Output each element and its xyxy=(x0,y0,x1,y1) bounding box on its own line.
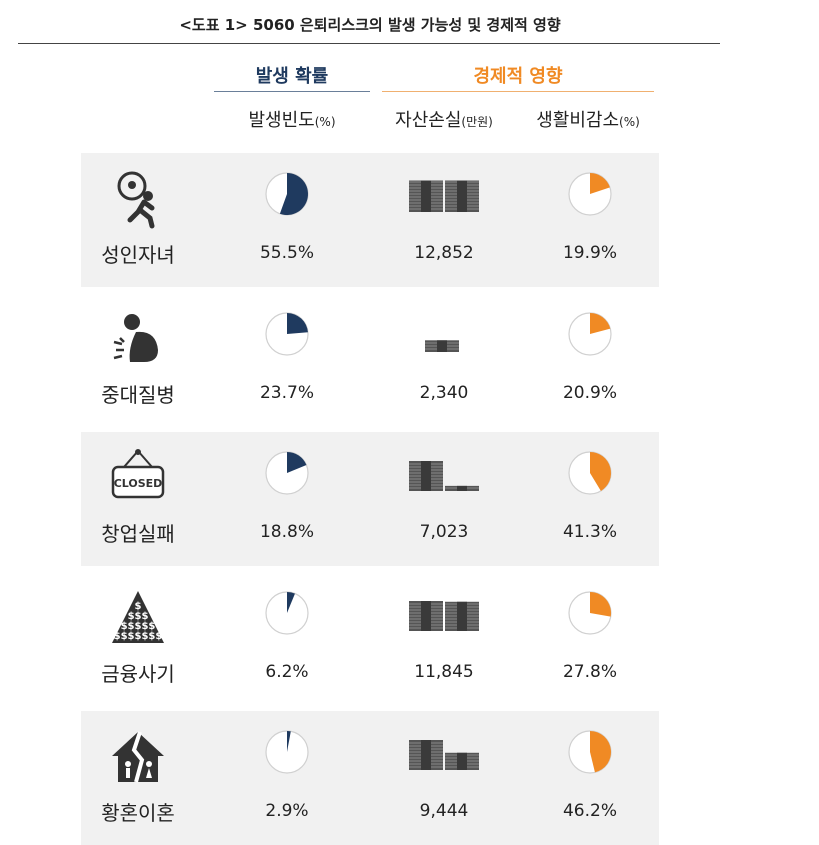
living-cost-pie-slice xyxy=(590,313,611,334)
asset-loss-money-stack-band xyxy=(421,740,431,770)
living-cost-value: 41.3% xyxy=(562,522,617,542)
row-label: 황혼이혼 xyxy=(101,801,175,825)
asset-loss-money-stack-stack xyxy=(409,601,443,631)
frequency-value: 55.5% xyxy=(259,243,314,263)
asset-loss-value: 11,845 xyxy=(414,662,474,682)
living-cost-pie-slice xyxy=(590,592,612,617)
living-cost-pie xyxy=(568,451,612,495)
asset-loss-value: 2,340 xyxy=(419,383,469,403)
frequency-pie-slice xyxy=(287,731,291,752)
frequency-pie-slice xyxy=(287,313,308,334)
group-rule-economic xyxy=(382,91,654,92)
living-cost-pie-slice xyxy=(590,731,611,773)
frequency-value: 6.2% xyxy=(265,662,309,682)
table-row xyxy=(81,711,659,845)
asset-loss-money-stack-band xyxy=(437,340,447,352)
svg-text:$: $ xyxy=(135,601,142,612)
frequency-pie xyxy=(265,172,309,216)
frequency-pie xyxy=(265,312,309,356)
frequency-pie-slice xyxy=(279,173,308,215)
group-header-economic: 경제적 영향 xyxy=(473,66,563,87)
living-cost-pie-slice xyxy=(590,452,612,491)
svg-text:$$$$$$$: $$$$$$$ xyxy=(114,631,163,642)
row-label: 성인자녀 xyxy=(101,243,175,267)
asset-loss-money-stack-band xyxy=(457,485,467,491)
living-cost-pie xyxy=(568,172,612,216)
asset-loss-money-stack-stack xyxy=(409,461,443,491)
col-header-living-cost: 생활비감소(%) xyxy=(536,110,640,131)
col-header-asset-loss: 자산손실(만원) xyxy=(395,110,493,131)
svg-text:$$$: $$$ xyxy=(128,611,149,622)
asset-loss-money-stack-band xyxy=(421,601,431,631)
frequency-value: 2.9% xyxy=(265,801,309,821)
frequency-pie xyxy=(265,591,309,635)
asset-loss-money-stack-band xyxy=(421,180,431,212)
row-label: 금융사기 xyxy=(101,662,175,686)
closed-sign-icon: CLOSED xyxy=(111,449,165,499)
illness-icon xyxy=(113,314,158,362)
living-cost-pie xyxy=(568,591,612,635)
money-pyramid-icon: $$$$$$$$$$$$$$$$ xyxy=(112,591,164,643)
asset-loss-money-stack-stack xyxy=(445,601,479,631)
asset-loss-money-stack-band xyxy=(457,752,467,770)
svg-text:$$$$$: $$$$$ xyxy=(121,621,156,632)
living-cost-pie xyxy=(568,312,612,356)
table-row xyxy=(81,432,659,566)
living-cost-pie-slice xyxy=(590,173,610,194)
title-rule xyxy=(18,43,720,44)
asset-loss-money-stack-band xyxy=(457,601,467,631)
living-cost-value: 46.2% xyxy=(562,801,617,821)
adult-child-burden-icon xyxy=(117,171,155,229)
asset-loss-money-stack-band xyxy=(421,461,431,491)
frequency-value: 18.8% xyxy=(259,522,314,542)
table-row xyxy=(81,153,659,287)
frequency-pie xyxy=(265,730,309,774)
svg-text:CLOSED: CLOSED xyxy=(114,477,163,490)
asset-loss-value: 12,852 xyxy=(414,243,474,263)
row-label: 중대질병 xyxy=(101,383,175,407)
living-cost-value: 27.8% xyxy=(562,662,617,682)
asset-loss-money-stack xyxy=(409,601,479,631)
asset-loss-value: 7,023 xyxy=(419,522,469,542)
living-cost-value: 20.9% xyxy=(562,383,617,403)
col-header-frequency: 발생빈도(%) xyxy=(248,110,336,131)
frequency-pie-slice xyxy=(287,592,295,613)
frequency-pie-slice xyxy=(287,452,307,473)
figure-title: <도표 1> 5060 은퇴리스크의 발생 가능성 및 경제적 영향 xyxy=(179,16,561,34)
asset-loss-money-stack-stack xyxy=(409,740,443,770)
asset-loss-money-stack-stack xyxy=(409,180,443,212)
asset-loss-money-stack-band xyxy=(457,180,467,212)
living-cost-value: 19.9% xyxy=(562,243,617,263)
asset-loss-money-stack xyxy=(409,740,479,770)
asset-loss-money-stack-stack xyxy=(445,485,479,491)
group-header-probability: 발생 확률 xyxy=(255,66,329,87)
asset-loss-money-stack xyxy=(409,461,479,491)
broken-house-icon xyxy=(112,731,164,783)
asset-loss-money-stack-stack xyxy=(425,340,459,352)
asset-loss-money-stack xyxy=(409,180,479,212)
frequency-value: 23.7% xyxy=(259,383,314,403)
asset-loss-value: 9,444 xyxy=(419,801,469,821)
asset-loss-money-stack xyxy=(425,340,459,352)
row-label: 창업실패 xyxy=(101,522,175,546)
group-rule-probability xyxy=(214,91,370,92)
asset-loss-money-stack-stack xyxy=(445,180,479,212)
living-cost-pie xyxy=(568,730,612,774)
frequency-pie xyxy=(265,451,309,495)
asset-loss-money-stack-stack xyxy=(445,752,479,770)
